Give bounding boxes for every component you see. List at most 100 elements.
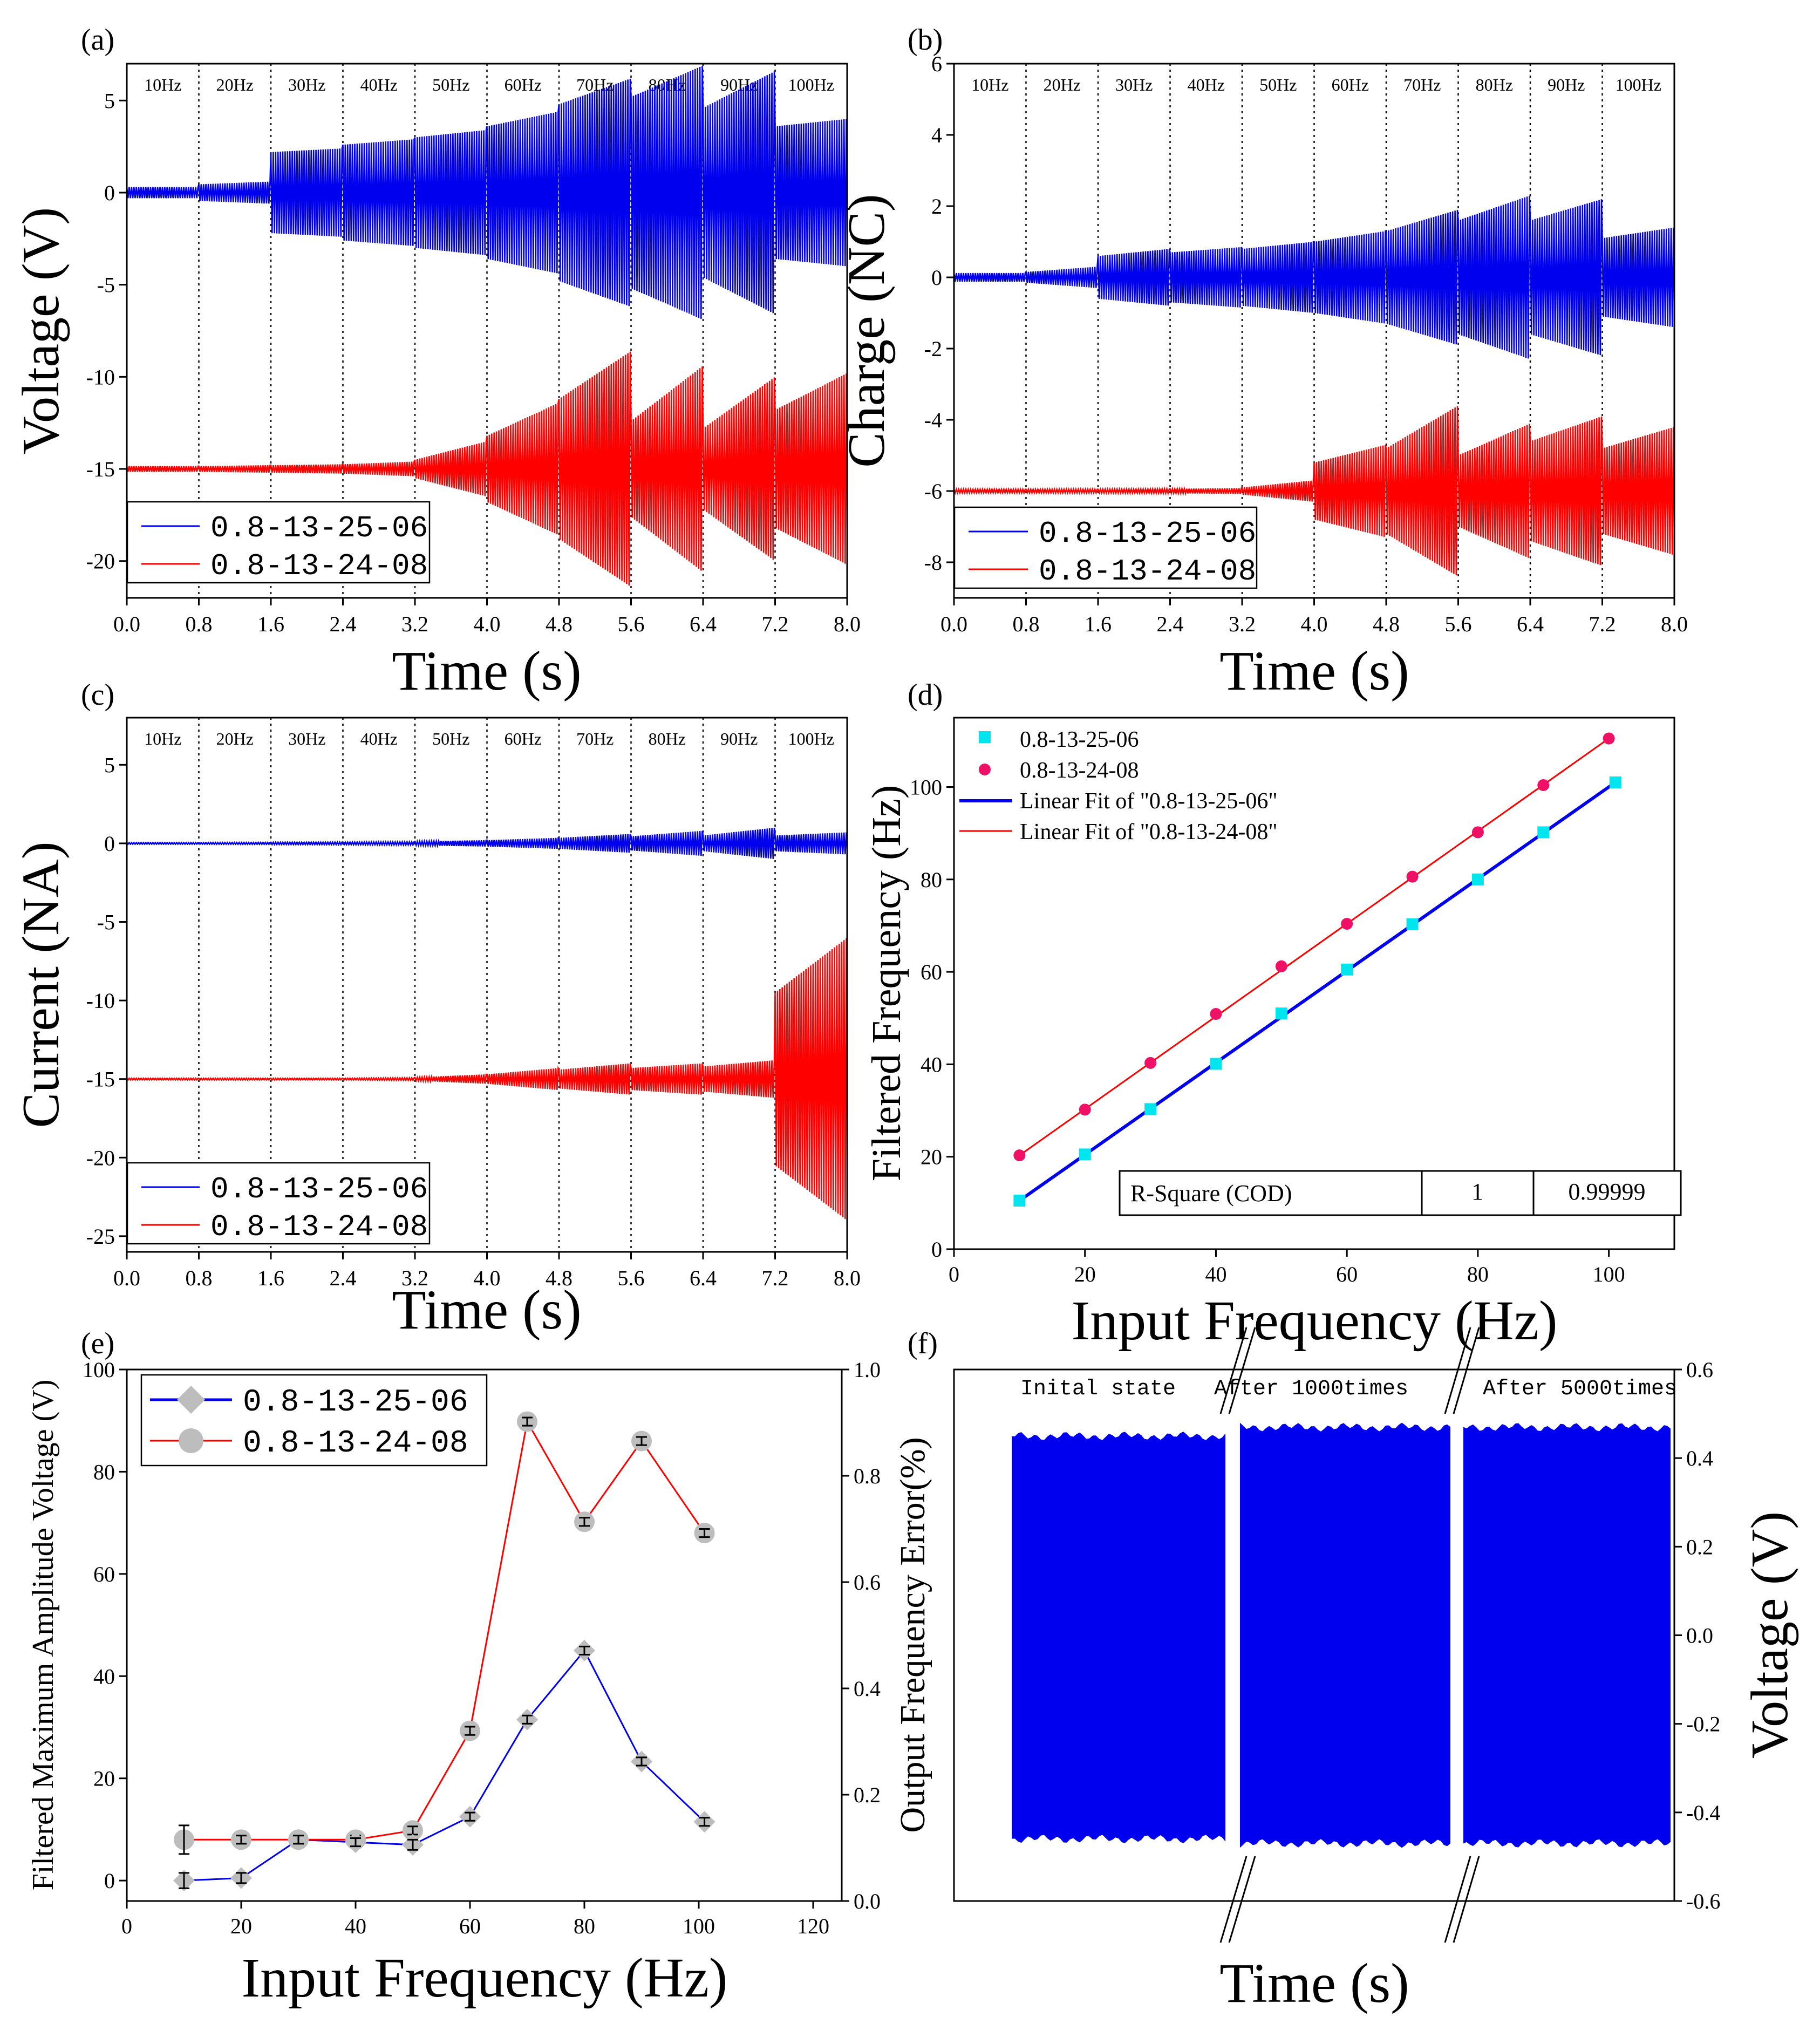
c-plot-series-red <box>126 938 847 1219</box>
panel-e-xtick-label: 80 <box>574 1914 595 1938</box>
panel-e-legend-red-label: 0.8-13-24-08 <box>243 1426 468 1461</box>
panel-letter-b: (b) <box>908 23 943 57</box>
panel-f-break-mark-top <box>1228 1327 1256 1414</box>
a-plot-xtick-label: 0.8 <box>186 612 213 636</box>
c-plot-xtick-label: 5.6 <box>618 1266 645 1290</box>
panel-d-xtick-label: 40 <box>1205 1262 1226 1286</box>
b-plot-xtick-label: 4.0 <box>1301 612 1328 636</box>
panel-e-y2tick-label: 0.2 <box>854 1783 881 1807</box>
panel-d-ylabel: Filtered Frequency (Hz) <box>864 785 909 1181</box>
c-plot-series-blue <box>126 827 847 859</box>
a-plot-xtick-label: 2.4 <box>330 612 357 636</box>
panel-d-xlabel: Input Frequency (Hz) <box>1071 1290 1557 1352</box>
c-plot-ytick-label: -10 <box>86 989 115 1013</box>
b-plot-xtick-label: 7.2 <box>1589 612 1616 636</box>
panel-f-ytick-label: -0.4 <box>1686 1801 1720 1825</box>
b-plot-xtick-label: 8.0 <box>1661 612 1688 636</box>
panel-d-point-square <box>1471 873 1484 885</box>
c-plot-ytick-label: -5 <box>97 910 115 935</box>
a-plot-freq-label: 70Hz <box>576 75 614 94</box>
c-plot-freq-label: 40Hz <box>360 729 398 748</box>
panel-a-plot-area: 10Hz 20Hz 30Hz 40Hz 50Hz 60Hz 70Hz 80Hz 90Hz 100H… <box>86 64 861 636</box>
b-plot-ytick-label: -8 <box>924 550 942 575</box>
b-plot-xtick-label: 6.4 <box>1517 612 1544 636</box>
panel-e-legend-circle-marker <box>179 1428 203 1453</box>
panel-e-ytick-label: 20 <box>93 1767 115 1791</box>
panel-d-point-circle <box>1341 918 1353 930</box>
a-plot-ytick-label: 5 <box>104 88 115 113</box>
c-plot-freq-label: 10Hz <box>144 729 181 748</box>
panel-f-ytick-label: 0.6 <box>1686 1358 1713 1382</box>
b-plot-freq-label: 90Hz <box>1548 75 1585 94</box>
a-plot-xtick-label: 8.0 <box>834 612 861 636</box>
c-plot-xtick-label: 4.8 <box>546 1266 572 1290</box>
panel-d-xtick-label: 20 <box>1074 1262 1096 1286</box>
panel-f-label-5000: After 5000times <box>1483 1377 1677 1401</box>
panel-e-legend-blue-label: 0.8-13-25-06 <box>243 1385 468 1420</box>
panel-d-point-circle <box>1079 1103 1091 1116</box>
panel-c-plot-area: 10Hz 20Hz 30Hz 40Hz 50Hz 60Hz 70Hz 80Hz 90Hz 100H… <box>86 718 861 1290</box>
panel-c-xlabel: Time (s) <box>392 1279 582 1341</box>
panel-d-ytick-label: 60 <box>921 960 942 984</box>
a-plot-freq-label: 20Hz <box>216 75 254 94</box>
panel-e-ytick-label: 60 <box>93 1562 115 1586</box>
panel-f-break-mark-bottom <box>1444 1856 1471 1943</box>
panel-d-point-square <box>1341 963 1353 976</box>
panel-f-ytick-label: 0.4 <box>1686 1446 1713 1470</box>
panel-d-point-square <box>1537 826 1550 839</box>
panel-c: 10Hz 20Hz 30Hz 40Hz 50Hz 60Hz 70Hz 80Hz 90Hz 100H… <box>12 717 861 1341</box>
c-plot-freq-label: 90Hz <box>720 729 758 748</box>
a-plot-freq-label: 40Hz <box>360 75 398 94</box>
c-plot-freq-label: 50Hz <box>432 729 469 748</box>
c-plot-xtick-label: 0.0 <box>113 1266 140 1290</box>
a-plot-freq-label: 60Hz <box>505 75 542 94</box>
b-plot-xtick-label: 0.8 <box>1013 612 1040 636</box>
a-plot-ytick-label: -10 <box>86 365 115 389</box>
c-plot-ytick-label: -20 <box>86 1146 115 1170</box>
a-plot-freq-label: 10Hz <box>144 75 181 94</box>
panel-e-legend-diamond-marker <box>177 1386 205 1414</box>
panel-d-point-circle <box>1013 1149 1026 1162</box>
panel-f-break-mark-top <box>1453 1327 1480 1414</box>
panel-c-legend: 0.8-13-25-06 0.8-13-24-08 <box>126 1162 431 1245</box>
b-plot-freq-label: 100Hz <box>1616 75 1661 94</box>
b-plot-freq-label: 40Hz <box>1188 75 1225 94</box>
a-plot-xtick-label: 1.6 <box>257 612 284 636</box>
panel-f-break-mark-top <box>1444 1327 1471 1414</box>
a-plot-xtick-label: 6.4 <box>690 612 717 636</box>
panel-f-label-1000: After 1000times <box>1214 1377 1408 1401</box>
b-plot-freq-label: 50Hz <box>1259 75 1297 94</box>
a-plot-freq-label: 50Hz <box>432 75 469 94</box>
a-plot-freq-label: 30Hz <box>288 75 325 94</box>
b-plot-freq-label: 60Hz <box>1332 75 1369 94</box>
panel-d-ytick-label: 80 <box>921 868 942 892</box>
panel-b-legend: 0.8-13-25-06 0.8-13-24-08 <box>953 506 1258 589</box>
panel-d-legend: 0.8-13-25-06 0.8-13-24-08 Linear Fit of … <box>959 727 1278 844</box>
panel-b-legend-blue-label: 0.8-13-25-06 <box>1039 516 1256 551</box>
panel-d-fit-line-blue <box>1018 781 1617 1202</box>
panel-e-xtick-label: 60 <box>459 1914 481 1938</box>
panel-e-ylabel: Filtered Maximum Amplitude Voltage (V) <box>26 1380 60 1891</box>
panel-d-point-square <box>1013 1195 1026 1207</box>
c-plot-xtick-label: 2.4 <box>330 1266 357 1290</box>
panel-f-ylabel: Voltage (V) <box>1741 1511 1799 1759</box>
panel-c-legend-box <box>126 1162 431 1245</box>
panel-d: 0 20 40 60 80 100 0 20 40 60 80 100 Input Frequency… <box>864 717 1682 1352</box>
panel-e-frame <box>126 1368 843 1902</box>
panel-letter-d: (d) <box>908 678 943 712</box>
panel-f-ytick-label: -0.6 <box>1686 1889 1720 1913</box>
panel-d-point-circle <box>1537 779 1550 792</box>
panel-d-legend-fit1-label: Linear Fit of "0.8-13-25-06" <box>1020 789 1278 814</box>
panel-d-point-circle <box>1210 1008 1222 1020</box>
panel-e-xlabel: Input Frequency (Hz) <box>241 1947 727 2009</box>
panel-a: 10Hz 20Hz 30Hz 40Hz 50Hz 60Hz 70Hz 80Hz 90Hz 100H… <box>12 63 861 702</box>
panel-f-break-mark-bottom <box>1453 1856 1480 1943</box>
panel-b-frame <box>953 63 1675 599</box>
panel-a-frame <box>126 63 848 599</box>
panel-d-ytick-label: 0 <box>931 1237 942 1262</box>
panel-d-legend-series1-label: 0.8-13-25-06 <box>1020 727 1139 752</box>
b-plot-xtick-label: 3.2 <box>1229 612 1256 636</box>
panel-e-ytick-label: 0 <box>104 1869 115 1893</box>
b-plot-freq-label: 80Hz <box>1476 75 1513 94</box>
